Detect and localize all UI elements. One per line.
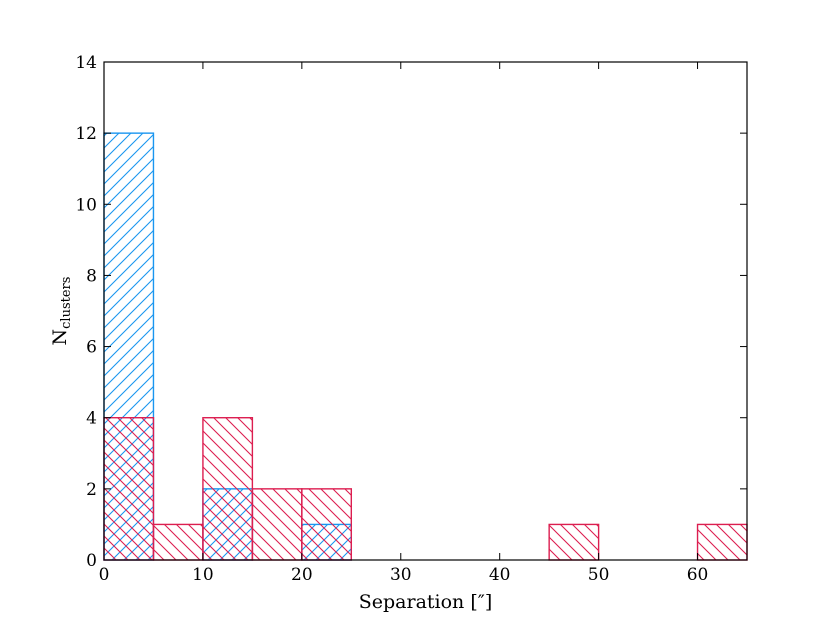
histogram-bar <box>301 488 353 561</box>
y-tick-label: 14 <box>75 53 97 73</box>
y-tick-label: 0 <box>86 551 97 571</box>
histogram-bar <box>152 523 204 561</box>
y-tick-label: 4 <box>86 409 97 429</box>
histogram-bar <box>251 488 303 561</box>
x-tick-label: 10 <box>192 565 214 585</box>
y-axis-label: Nclusters <box>49 277 74 346</box>
plot-frame <box>103 61 748 561</box>
histogram-bar <box>696 523 748 561</box>
x-tick-label: 60 <box>687 565 709 585</box>
y-tick-label: 6 <box>86 338 97 358</box>
y-axis-label-main: N <box>49 329 71 346</box>
bars-layer <box>103 132 748 561</box>
x-tick-label: 20 <box>291 565 313 585</box>
ticks-layer: 0 10 20 30 40 50 60 0 2 4 6 8 10 12 14 <box>75 53 747 585</box>
y-tick-label: 10 <box>75 195 97 215</box>
y-axis-label-sub: clusters <box>59 277 74 329</box>
x-tick-label: 0 <box>99 565 110 585</box>
x-tick-label: 30 <box>390 565 412 585</box>
y-tick-label: 8 <box>86 266 97 286</box>
x-axis-label: Separation [″] <box>359 591 493 613</box>
x-tick-label: 50 <box>588 565 610 585</box>
histogram-bar <box>103 417 155 561</box>
y-tick-label: 2 <box>86 480 97 500</box>
y-tick-label: 12 <box>75 124 97 144</box>
histogram-bar <box>202 417 254 561</box>
histogram-bar <box>548 523 600 561</box>
x-tick-label: 40 <box>489 565 511 585</box>
